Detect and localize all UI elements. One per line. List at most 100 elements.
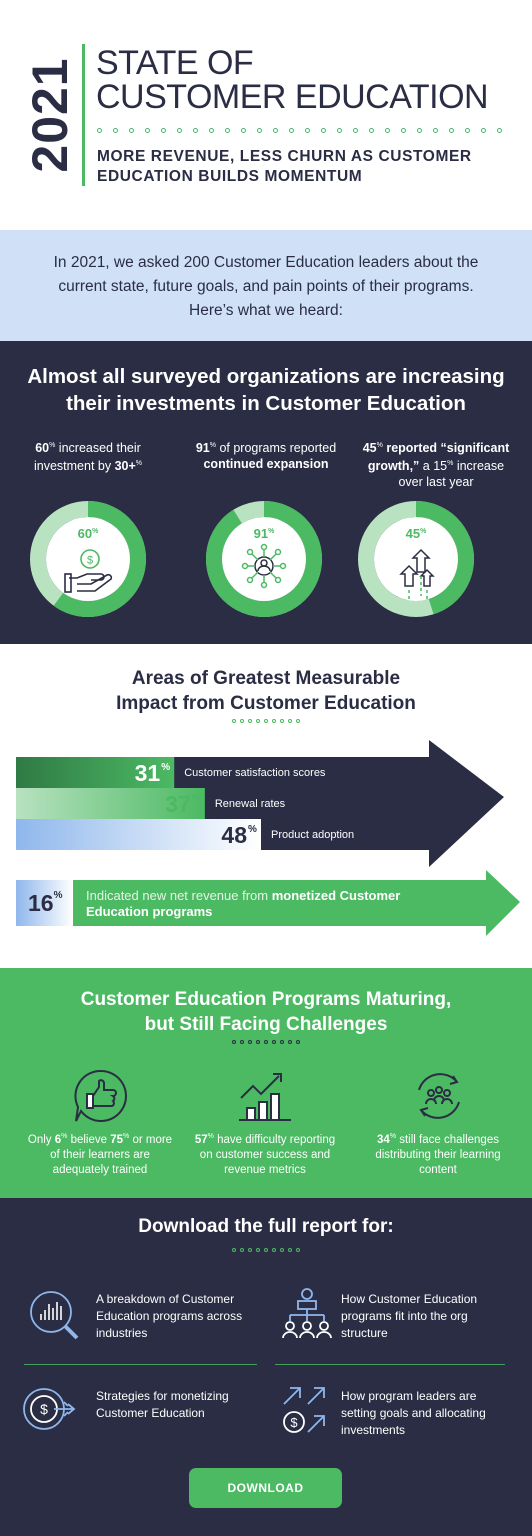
divider-dot	[288, 1040, 292, 1044]
svg-text:$: $	[87, 555, 93, 567]
divider-dot	[288, 1248, 292, 1252]
impact-bar-value-unit: %	[161, 762, 170, 773]
divider-dot	[248, 1040, 252, 1044]
divider-dot	[296, 1248, 300, 1252]
donut-label: 45%	[406, 526, 427, 541]
challenges-heading: Customer Education Programs Maturing, bu…	[80, 989, 452, 1035]
divider-dot	[256, 719, 260, 723]
divider-dot	[232, 719, 236, 723]
people-refresh-icon	[418, 1073, 460, 1119]
challenge-text-trained: Only 6% believe 75% or more of their lea…	[27, 1133, 173, 1176]
donut-chart-investment: 60% $	[30, 501, 146, 617]
download-button[interactable]: DOWNLOAD	[189, 1468, 342, 1508]
network-person-icon	[241, 543, 287, 589]
impact-bar-value-unit: %	[248, 824, 257, 835]
divider-dot	[280, 1248, 284, 1252]
stat-text-investment: 60% increased their investment by 30+%	[33, 441, 143, 474]
donut-value-arc	[30, 501, 146, 617]
divider-dot	[305, 128, 310, 133]
investments-heading: Almost all surveyed organizations are in…	[27, 365, 505, 415]
svg-text:$: $	[290, 1415, 298, 1430]
divider-dot	[256, 1040, 260, 1044]
divider-dot	[280, 719, 284, 723]
donut-chart-growth: 45%	[358, 501, 474, 617]
impact-bar-label: Product adoption	[271, 829, 354, 841]
donut-label: 91%	[254, 526, 275, 541]
dotted-divider	[97, 128, 502, 133]
revenue-bar	[16, 880, 73, 926]
revenue-arrow	[16, 870, 520, 936]
divider-dot	[177, 128, 182, 133]
money-target-icon: $	[23, 1388, 76, 1430]
divider-dot	[209, 128, 214, 133]
divider-dot	[257, 128, 262, 133]
divider-dot	[401, 128, 406, 133]
impact-bar-value: 48	[221, 822, 247, 848]
org-structure-icon	[282, 1288, 332, 1339]
divider-dot	[240, 1040, 244, 1044]
divider-dot	[417, 128, 422, 133]
impact-heading: Areas of Greatest Measurable Impact from…	[116, 668, 416, 714]
divider-dot	[113, 128, 118, 133]
divider-dot	[273, 128, 278, 133]
divider-dot	[465, 128, 470, 133]
page-title: STATE OF CUSTOMER EDUCATION	[96, 44, 489, 116]
divider-dot	[232, 1248, 236, 1252]
dotted-divider	[0, 1040, 532, 1044]
intro-text: In 2021, we asked 200 Customer Education…	[53, 254, 479, 319]
money-hand-icon: $	[64, 549, 113, 593]
divider-dot	[240, 719, 244, 723]
divider-dot	[264, 719, 268, 723]
divider-dot	[353, 128, 358, 133]
challenge-text-distribution: 34% still face challenges distributing t…	[375, 1133, 501, 1176]
divider-dot	[296, 1040, 300, 1044]
header: 2021 STATE OF CUSTOMER EDUCATION MORE RE…	[0, 0, 532, 230]
divider-dot	[264, 1248, 268, 1252]
divider-dot	[248, 719, 252, 723]
download-item-text: How Customer Education programs fit into…	[341, 1292, 478, 1340]
revenue-percent: 16%	[28, 890, 63, 916]
impact-bar-value: 37	[165, 791, 191, 817]
divider-dot	[225, 128, 230, 133]
impact-bar-label: Renewal rates	[215, 798, 286, 810]
download-section: Download the full report for: A breakdow…	[0, 1198, 532, 1536]
divider-dot	[248, 1248, 252, 1252]
donut-value-arc	[358, 501, 474, 617]
divider-dot	[256, 1248, 260, 1252]
donut-label: 60%	[78, 526, 99, 541]
divider-dot	[385, 128, 390, 133]
download-item-text: How program leaders are setting goals an…	[341, 1389, 486, 1437]
dotted-divider	[0, 1248, 532, 1252]
impact-bar-chart: 31% Customer satisfaction scores 37% Renewa…	[16, 740, 504, 867]
revenue-label: Indicated new net revenue from monetized…	[86, 888, 401, 919]
divider-dot	[288, 719, 292, 723]
header-divider	[82, 44, 85, 186]
thumbs-up-icon	[74, 1069, 127, 1122]
growth-arrows-icon	[399, 548, 435, 600]
divider	[275, 1364, 505, 1365]
bar-chart-icon	[239, 1073, 291, 1121]
download-heading: Download the full report for:	[138, 1216, 394, 1237]
svg-text:$: $	[40, 1401, 48, 1417]
impact-bar-value-unit: %	[192, 793, 201, 804]
impact-bar-label: Customer satisfaction scores	[184, 767, 326, 779]
donut-chart-expansion: 91%	[206, 501, 322, 617]
divider-dot	[369, 128, 374, 133]
divider-dot	[97, 128, 102, 133]
magnify-chart-icon	[30, 1291, 79, 1340]
impact-bar	[16, 757, 175, 788]
impact-bar-value: 31	[135, 760, 161, 786]
divider-dot	[145, 128, 150, 133]
divider-dot	[481, 128, 486, 133]
divider-dot	[232, 1040, 236, 1044]
page-subtitle: MORE REVENUE, LESS CHURN AS CUSTOMER EDU…	[97, 148, 472, 185]
divider-dot	[433, 128, 438, 133]
divider-dot	[337, 128, 342, 133]
divider-dot	[272, 719, 276, 723]
divider-dot	[280, 1040, 284, 1044]
divider-dot	[449, 128, 454, 133]
divider-dot	[193, 128, 198, 133]
divider-dot	[497, 128, 502, 133]
donut-value-arc	[206, 501, 322, 617]
divider-dot	[129, 128, 134, 133]
